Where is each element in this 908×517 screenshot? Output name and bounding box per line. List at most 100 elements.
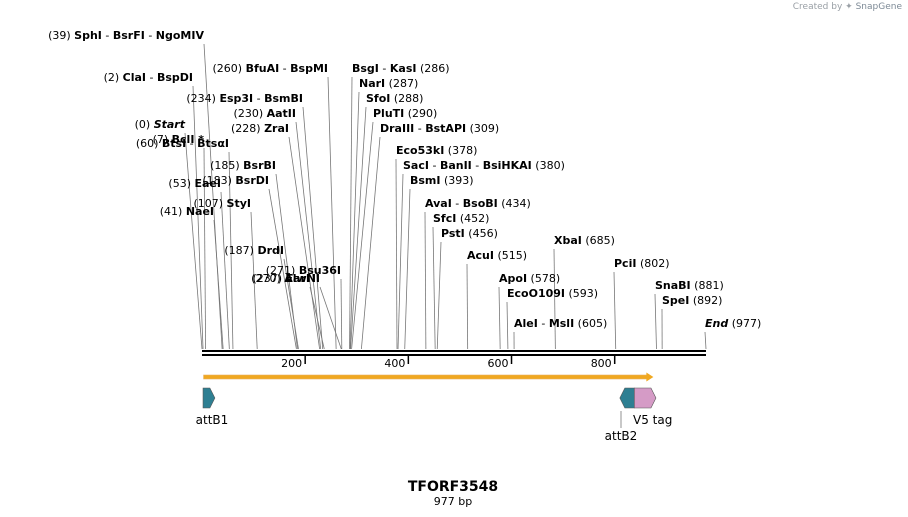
site-label[interactable]: ApoI (578) <box>499 272 560 285</box>
enzyme-name[interactable]: KasI <box>390 62 417 75</box>
site-label[interactable]: XbaI (685) <box>554 234 615 247</box>
enzyme-name[interactable]: SphI <box>74 29 102 42</box>
enzyme-name[interactable]: AcuI <box>467 249 494 262</box>
enzyme-name[interactable]: PstI <box>441 227 465 240</box>
enzyme-name[interactable]: Eco53kI <box>396 144 444 157</box>
enzyme-name[interactable]: ZraI <box>264 122 289 135</box>
enzyme-name[interactable]: SnaBI <box>655 279 691 292</box>
enzyme-name[interactable]: Esp3I <box>219 92 253 105</box>
enzyme-name[interactable]: PluTI <box>373 107 404 120</box>
enzyme-name[interactable]: Bsu36I <box>299 264 341 277</box>
enzyme-name[interactable]: DraIII <box>380 122 414 135</box>
site-label[interactable]: SfcI (452) <box>433 212 489 225</box>
enzyme-name[interactable]: DrdI <box>257 244 284 257</box>
site-label[interactable]: (107) StyI <box>193 197 251 210</box>
site-label[interactable]: EcoO109I (593) <box>507 287 598 300</box>
site-position: (39) <box>48 29 74 42</box>
enzyme-name[interactable]: NgoMIV <box>156 29 205 42</box>
site-label[interactable]: AcuI (515) <box>467 249 527 262</box>
site-label[interactable]: (260) BfuAI - BspMI <box>212 62 328 75</box>
site-label[interactable]: BsmI (393) <box>410 174 474 187</box>
site-label[interactable]: (237) EarI <box>252 272 310 285</box>
site-label[interactable]: PstI (456) <box>441 227 498 240</box>
site-label[interactable]: PluTI (290) <box>373 107 437 120</box>
site-label[interactable]: (41) NaeI <box>160 205 214 218</box>
orf-bar[interactable] <box>203 374 648 380</box>
enzyme-name[interactable]: PciI <box>614 257 636 270</box>
feature-label[interactable]: V5 tag <box>633 413 672 427</box>
site-label[interactable]: NarI (287) <box>359 77 418 90</box>
enzyme-name[interactable]: ClaI <box>123 71 146 84</box>
site-label[interactable]: (271) Bsu36I <box>266 264 341 277</box>
enzyme-name[interactable]: BfuAI <box>246 62 280 75</box>
enzyme-name[interactable]: BsiHKAI <box>483 159 532 172</box>
site-label[interactable]: (0) Start <box>135 118 186 131</box>
enzyme-name[interactable]: BsoBI <box>463 197 498 210</box>
enzyme-name[interactable]: BanII <box>440 159 472 172</box>
enzyme-name[interactable]: BsrBI <box>243 159 276 172</box>
enzyme-name[interactable]: XbaI <box>554 234 582 247</box>
enzyme-name[interactable]: EcoO109I <box>507 287 565 300</box>
site-label[interactable]: (270) AlwNI <box>251 272 320 285</box>
site-label[interactable]: (39) SphI - BsrFI - NgoMIV <box>48 29 204 42</box>
site-label[interactable]: (187) DrdI <box>224 244 284 257</box>
enzyme-name[interactable]: AlwNI <box>284 272 320 285</box>
snapgene-credit: Created by ✦ SnapGene <box>793 2 902 12</box>
site-label[interactable]: Eco53kI (378) <box>396 144 477 157</box>
enzyme-name[interactable]: NaeI <box>186 205 214 218</box>
enzyme-name[interactable]: AleI <box>514 317 538 330</box>
feature-arrow[interactable] <box>633 387 657 409</box>
enzyme-name[interactable]: SpeI <box>662 294 689 307</box>
enzyme-name[interactable]: AatII <box>267 107 296 120</box>
site-label[interactable]: PciI (802) <box>614 257 670 270</box>
site-label[interactable]: AvaI - BsoBI (434) <box>425 197 531 210</box>
site-label[interactable]: (230) AatII <box>234 107 296 120</box>
enzyme-name[interactable]: BsmI <box>410 174 441 187</box>
enzyme-name[interactable]: BtsαI <box>197 137 229 150</box>
site-label[interactable]: SnaBI (881) <box>655 279 724 292</box>
site-label[interactable]: SfoI (288) <box>366 92 423 105</box>
site-label[interactable]: (2) ClaI - BspDI <box>104 71 193 84</box>
site-label[interactable]: (183) BsrDI <box>202 174 269 187</box>
site-label[interactable]: (60) BtsI - BtsαI <box>136 137 229 150</box>
feature-label[interactable]: attB1 <box>196 413 229 427</box>
enzyme-name[interactable]: BsrDI <box>235 174 269 187</box>
enzyme-name[interactable]: EaeI <box>195 177 222 190</box>
enzyme-name[interactable]: EarI <box>286 272 310 285</box>
site-label[interactable]: (234) Esp3I - BsmBI <box>186 92 303 105</box>
site-label[interactable]: (7) BclI * <box>153 133 205 146</box>
enzyme-name[interactable]: BspDI <box>157 71 193 84</box>
enzyme-name[interactable]: BstAPI <box>425 122 466 135</box>
enzyme-name[interactable]: StyI <box>227 197 251 210</box>
enzyme-name[interactable]: SfoI <box>366 92 390 105</box>
enzyme-name[interactable]: MslI <box>549 317 574 330</box>
enzyme-name[interactable]: BsgI <box>352 62 379 75</box>
site-label[interactable]: DraIII - BstAPI (309) <box>380 122 499 135</box>
site-label[interactable]: SpeI (892) <box>662 294 722 307</box>
site-label[interactable]: AleI - MslI (605) <box>514 317 607 330</box>
feature-arrow[interactable] <box>619 387 635 409</box>
enzyme-name[interactable]: SfcI <box>433 212 456 225</box>
enzyme-name[interactable]: Start <box>154 118 186 131</box>
site-line <box>553 248 556 350</box>
enzyme-name[interactable]: BclI * <box>172 133 205 146</box>
site-label[interactable]: (185) BsrBI <box>210 159 276 172</box>
enzyme-name[interactable]: SacI <box>403 159 429 172</box>
enzyme-name[interactable]: AvaI <box>425 197 452 210</box>
enzyme-name[interactable]: BtsI <box>162 137 186 150</box>
site-label[interactable]: (53) EaeI <box>168 177 221 190</box>
enzyme-name[interactable]: NarI <box>359 77 385 90</box>
site-position: (183) <box>202 174 235 187</box>
enzyme-name[interactable]: BsrFI <box>113 29 145 42</box>
enzyme-name[interactable]: BspMI <box>290 62 328 75</box>
enzyme-name[interactable]: End <box>705 317 728 330</box>
site-label[interactable]: SacI - BanII - BsiHKAI (380) <box>403 159 565 172</box>
feature-arrow[interactable] <box>202 387 216 409</box>
site-label[interactable]: BsgI - KasI (286) <box>352 62 450 75</box>
enzyme-name[interactable]: BsmBI <box>264 92 303 105</box>
feature-label[interactable]: attB2 <box>605 429 638 443</box>
enzyme-name[interactable]: ApoI <box>499 272 527 285</box>
site-label[interactable]: (228) ZraI <box>231 122 289 135</box>
site-label[interactable]: End (977) <box>705 317 761 330</box>
orf-arrowhead[interactable] <box>646 372 654 382</box>
